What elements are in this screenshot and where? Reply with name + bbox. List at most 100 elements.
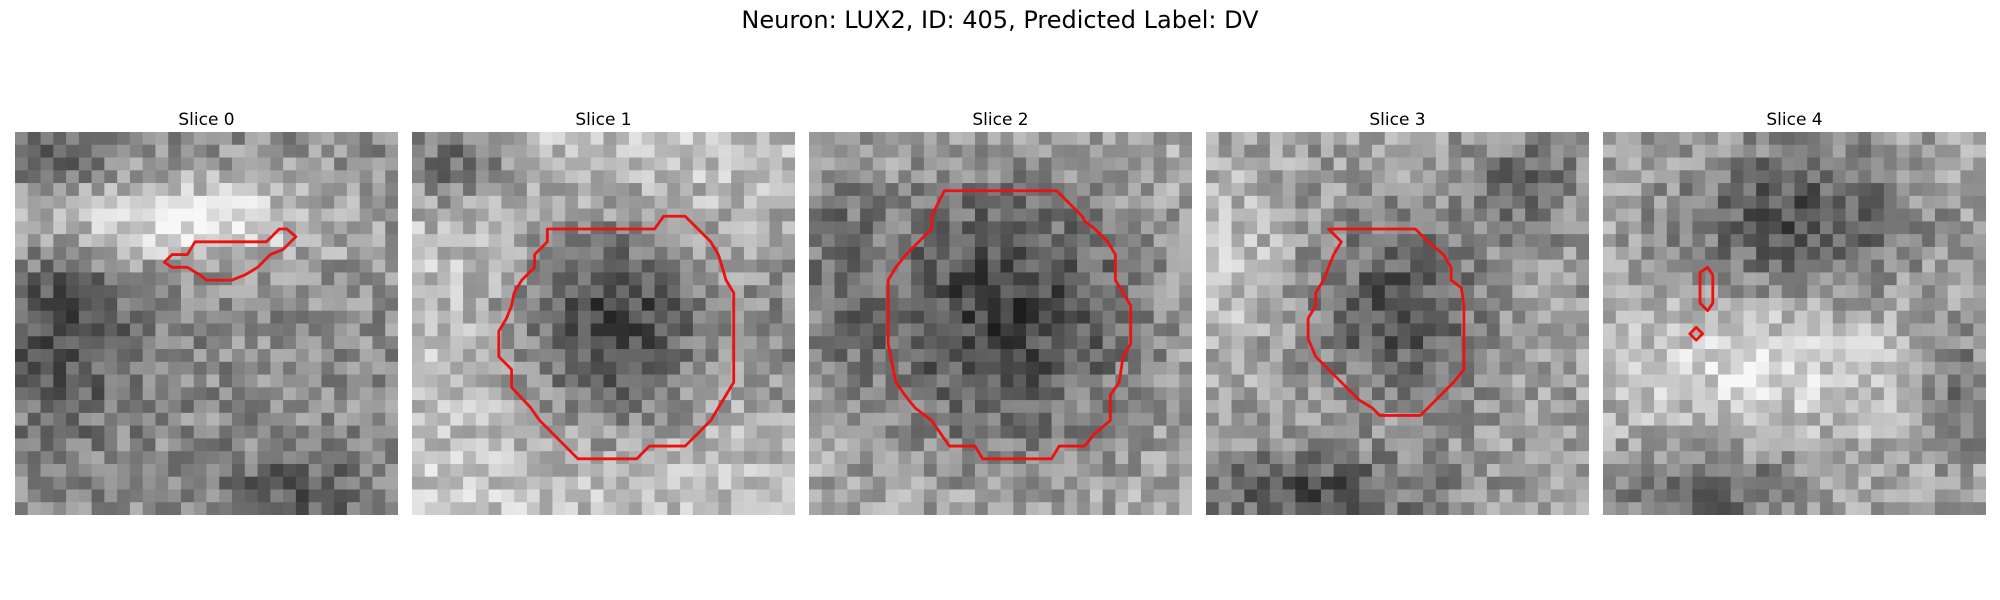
image-pixel — [1947, 476, 1961, 490]
image-pixel — [450, 400, 464, 414]
image-pixel — [1576, 183, 1589, 197]
image-pixel — [1960, 400, 1974, 414]
image-pixel — [488, 425, 502, 439]
image-pixel — [412, 451, 426, 465]
image-pixel — [1333, 400, 1347, 414]
image-pixel — [539, 476, 553, 490]
image-pixel — [514, 183, 528, 197]
image-pixel — [1756, 502, 1770, 515]
image-pixel — [1525, 208, 1539, 222]
image-pixel — [1973, 221, 1986, 235]
image-pixel — [1832, 208, 1847, 222]
image-pixel — [104, 183, 118, 197]
image-pixel — [743, 310, 758, 325]
image-pixel — [1333, 310, 1347, 325]
image-pixel — [1641, 361, 1655, 376]
image-pixel — [692, 361, 707, 376]
image-pixel — [1499, 272, 1513, 286]
image-pixel — [782, 234, 795, 248]
image-pixel — [1922, 208, 1936, 222]
image-pixel — [1603, 502, 1617, 515]
image-pixel — [488, 463, 502, 478]
image-pixel — [117, 132, 131, 146]
image-pixel — [1346, 463, 1360, 478]
image-pixel — [590, 374, 605, 388]
image-pixel — [1397, 195, 1411, 210]
image-pixel — [590, 361, 605, 376]
image-pixel — [898, 183, 912, 197]
image-pixel — [949, 297, 963, 312]
image-pixel — [1679, 208, 1693, 222]
image-pixel — [1858, 336, 1872, 350]
image-pixel — [1410, 144, 1424, 159]
image-pixel — [1858, 234, 1872, 248]
image-pixel — [1166, 195, 1180, 210]
image-pixel — [1140, 451, 1155, 465]
image-pixel — [782, 208, 795, 222]
image-pixel — [834, 438, 848, 452]
image-pixel — [654, 502, 668, 515]
image-pixel — [539, 259, 553, 273]
image-pixel — [168, 221, 182, 235]
image-pixel — [1717, 157, 1732, 171]
image-pixel — [463, 400, 477, 414]
image-pixel — [142, 323, 156, 337]
image-pixel — [514, 297, 528, 312]
image-pixel — [1883, 183, 1898, 197]
image-pixel — [295, 387, 310, 401]
image-pixel — [1679, 195, 1693, 210]
image-pixel — [155, 170, 169, 184]
image-pixel — [962, 310, 976, 325]
image-pixel — [718, 349, 732, 363]
image-pixel — [463, 208, 477, 222]
image-pixel — [53, 502, 67, 515]
image-pixel — [206, 374, 220, 388]
image-pixel — [450, 463, 464, 478]
image-pixel — [412, 374, 426, 388]
image-pixel — [321, 451, 335, 465]
image-pixel — [1756, 387, 1770, 401]
image-pixel — [1603, 195, 1617, 210]
image-pixel — [283, 476, 297, 490]
image-pixel — [1820, 361, 1834, 376]
image-pixel — [1576, 132, 1589, 146]
image-pixel — [936, 183, 950, 197]
image-pixel — [1537, 425, 1552, 439]
image-pixel — [692, 323, 707, 337]
image-pixel — [923, 361, 938, 376]
image-pixel — [590, 272, 605, 286]
image-pixel — [1858, 425, 1872, 439]
image-pixel — [667, 400, 681, 414]
image-pixel — [117, 425, 131, 439]
image-pixel — [1333, 208, 1347, 222]
image-pixel — [1474, 323, 1488, 337]
image-pixel — [270, 259, 284, 273]
image-pixel — [129, 361, 144, 376]
image-pixel — [1679, 234, 1693, 248]
image-pixel — [1820, 246, 1834, 261]
image-pixel — [641, 183, 656, 197]
image-pixel — [244, 361, 259, 376]
image-pixel — [526, 272, 541, 286]
image-pixel — [565, 489, 579, 503]
image-pixel — [1973, 438, 1986, 452]
image-pixel — [1845, 297, 1859, 312]
image-pixel — [1013, 412, 1027, 427]
image-pixel — [1947, 323, 1961, 337]
image-pixel — [104, 170, 118, 184]
image-pixel — [1435, 132, 1450, 146]
neuron-contour — [497, 214, 736, 461]
image-pixel — [1947, 438, 1961, 452]
image-pixel — [1269, 451, 1284, 465]
image-pixel — [283, 221, 297, 235]
image-pixel — [1743, 323, 1757, 337]
image-pixel — [885, 489, 899, 503]
image-pixel — [1423, 144, 1437, 159]
image-pixel — [847, 132, 861, 146]
image-pixel — [1628, 400, 1642, 414]
image-pixel — [1153, 323, 1167, 337]
image-pixel — [1922, 387, 1936, 401]
image-pixel — [1461, 451, 1475, 465]
image-pixel — [769, 170, 783, 184]
image-pixel — [1807, 170, 1821, 184]
